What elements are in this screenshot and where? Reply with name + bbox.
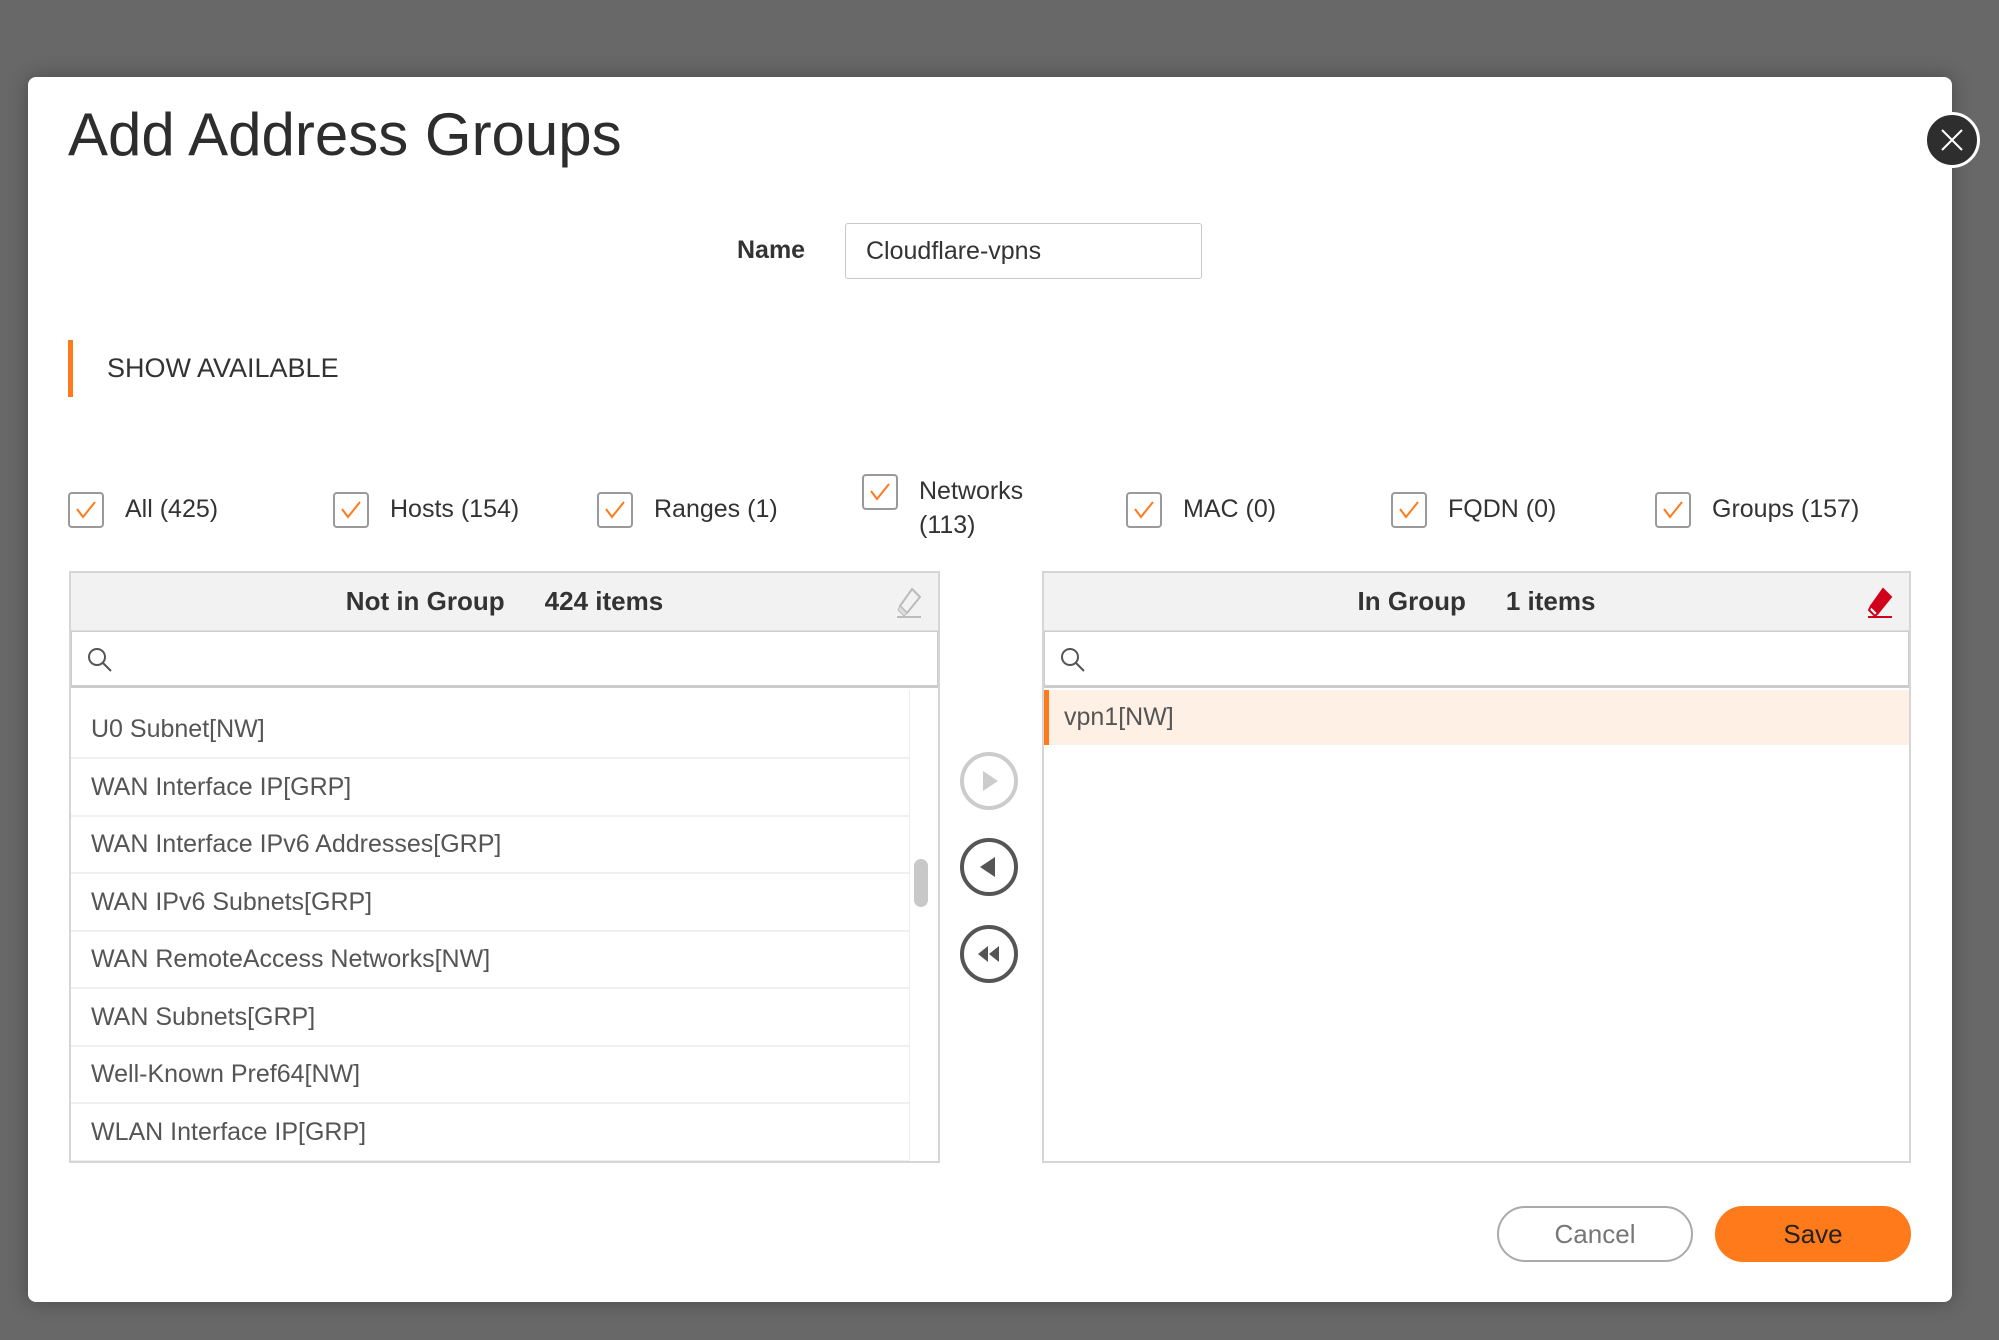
scrollbar-thumb[interactable]: [914, 859, 928, 907]
checkmark-icon: [341, 501, 361, 519]
list-item[interactable]: WAN RemoteAccess Networks[NW]: [71, 932, 909, 989]
in-group-title: In Group: [1357, 586, 1466, 616]
not-in-group-panel: Not in Group 424 items U0 Subnet[NW] WAN …: [69, 571, 940, 1163]
checkmark-icon: [1134, 501, 1154, 519]
play-left-icon: [980, 857, 995, 877]
checkmark-icon: [76, 501, 96, 519]
in-group-search-input[interactable]: [1100, 632, 1903, 685]
checkmark-icon: [1663, 501, 1683, 519]
name-input[interactable]: [845, 223, 1202, 279]
checkbox[interactable]: [68, 492, 104, 528]
filter-checkbox-0[interactable]: All (425): [68, 492, 218, 528]
selected-list-item[interactable]: vpn1[NW]: [1044, 690, 1909, 745]
checkmark-icon: [870, 483, 890, 501]
filter-checkbox-1[interactable]: Hosts (154): [333, 492, 519, 528]
not-in-group-list: U0 Subnet[NW] WAN Interface IP[GRP] WAN In…: [71, 690, 910, 1161]
search-icon: [88, 648, 112, 672]
filter-checkbox-5[interactable]: FQDN (0): [1391, 492, 1556, 528]
filter-checkbox-6[interactable]: Groups (157): [1655, 492, 1859, 528]
move-all-left-button[interactable]: [960, 925, 1018, 983]
checkbox[interactable]: [1391, 492, 1427, 528]
in-group-search[interactable]: [1044, 631, 1909, 688]
filter-label-line1: Networks: [919, 477, 1024, 505]
filter-label-line2: (113): [919, 511, 976, 539]
checkmark-icon: [1399, 501, 1419, 519]
close-icon: [1941, 129, 1963, 151]
eraser-icon[interactable]: [1865, 587, 1895, 619]
in-group-panel: In Group 1 items vpn1[NW]: [1042, 571, 1911, 1163]
filter-label: Hosts (154): [390, 495, 520, 523]
list-item[interactable]: WAN Subnets[GRP]: [71, 990, 909, 1047]
not-in-group-header: Not in Group 424 items: [71, 573, 938, 631]
move-right-button[interactable]: [960, 752, 1018, 810]
checkbox[interactable]: [862, 474, 898, 510]
list-item[interactable]: Well-Known Pref64[NW]: [71, 1047, 909, 1104]
list-item[interactable]: WLAN Interface IP[GRP]: [71, 1105, 909, 1161]
save-button[interactable]: Save: [1715, 1206, 1911, 1262]
dialog-title: Add Address Groups: [68, 101, 622, 168]
checkbox[interactable]: [1655, 492, 1691, 528]
close-button[interactable]: [1924, 112, 1980, 168]
name-label: Name: [737, 236, 806, 264]
list-item[interactable]: U0 Subnet[NW]: [71, 702, 909, 759]
checkbox[interactable]: [333, 492, 369, 528]
list-item[interactable]: WAN IPv6 Subnets[GRP]: [71, 875, 909, 932]
filter-checkbox-4[interactable]: MAC (0): [1126, 492, 1276, 528]
in-group-count: 1 items: [1505, 586, 1596, 616]
filter-label: FQDN (0): [1448, 495, 1557, 523]
rewind-icon: [978, 946, 999, 962]
show-available-heading: SHOW AVAILABLE: [107, 353, 339, 383]
filter-label: Groups (157): [1712, 495, 1860, 523]
checkbox[interactable]: [597, 492, 633, 528]
filter-checkbox-2[interactable]: Ranges (1): [597, 492, 778, 528]
filter-checkbox-3[interactable]: Networks (113): [862, 474, 1023, 542]
section-accent-bar: [68, 340, 73, 397]
not-in-group-search[interactable]: [71, 631, 938, 688]
play-right-icon: [983, 771, 998, 791]
in-group-list: vpn1[NW]: [1044, 690, 1909, 1161]
checkbox[interactable]: [1126, 492, 1162, 528]
move-left-button[interactable]: [960, 838, 1018, 896]
list-item[interactable]: WAN Interface IP[GRP]: [71, 760, 909, 817]
search-icon: [1061, 648, 1085, 672]
checkmark-icon: [605, 501, 625, 519]
filter-label: Ranges (1): [654, 495, 778, 523]
not-in-group-count: 424 items: [544, 586, 664, 616]
cancel-button[interactable]: Cancel: [1497, 1206, 1693, 1262]
in-group-header: In Group 1 items: [1044, 573, 1909, 631]
not-in-group-title: Not in Group: [345, 586, 505, 616]
filter-label: MAC (0): [1183, 495, 1277, 523]
filter-label: Networks (113): [919, 474, 1023, 542]
list-item[interactable]: WAN Interface IPv6 Addresses[GRP]: [71, 817, 909, 874]
not-in-group-search-input[interactable]: [127, 632, 932, 685]
filter-label: All (425): [125, 495, 219, 523]
eraser-icon[interactable]: [894, 587, 924, 619]
